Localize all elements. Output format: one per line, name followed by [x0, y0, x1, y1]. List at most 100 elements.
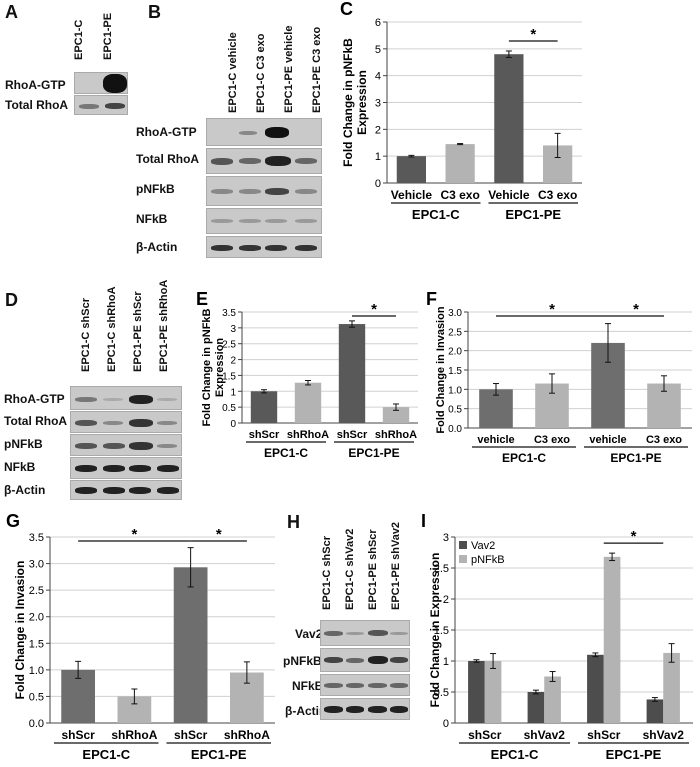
blot-d-strip-1	[70, 386, 182, 410]
blot-b-lane-4: EPC1-PE C3 exo	[311, 26, 323, 113]
category-label: vehicle	[477, 434, 514, 446]
y-tick-label: 2.5	[448, 327, 462, 338]
blot-h-strip-4	[320, 698, 410, 720]
blot-d-row-5: β-Actin	[4, 483, 46, 497]
significance-mark: *	[631, 528, 637, 545]
blot-b-row-1: RhoA-GTP	[136, 125, 197, 139]
legend-swatch-vav2	[459, 541, 467, 549]
y-tick-label: 1	[375, 151, 381, 163]
blot-h-row-1: Vav2	[295, 627, 323, 641]
blot-h-row-2: pNFkB	[283, 654, 322, 668]
y-tick-label: 0.5	[222, 403, 236, 414]
panel-label-e: E	[196, 290, 208, 309]
significance-mark: *	[371, 301, 377, 318]
y-tick-label: 1.5	[29, 638, 44, 650]
y-axis-label: Fold Change in Expression	[428, 553, 442, 708]
bar-vav2	[646, 699, 664, 723]
blot-h-lane-3: EPC1-PE shScr	[367, 529, 379, 610]
y-axis-label: Fold Change in Invasion	[13, 561, 27, 700]
blot-b-strip-4	[206, 208, 322, 234]
bar-vav2	[587, 654, 604, 723]
group-label: EPC1-C	[412, 207, 460, 222]
blot-d-row-3: pNFkB	[4, 437, 43, 451]
significance-mark: *	[633, 301, 639, 318]
panel-label-c: C	[340, 0, 353, 19]
y-tick-label: 0	[230, 419, 236, 430]
blot-a-lane-1: EPC1-C	[73, 19, 85, 60]
y-tick-label: 4	[375, 71, 381, 83]
category-label: C3 exo	[538, 188, 577, 202]
bar-pnfkb	[663, 652, 680, 723]
y-tick-label: 2.5	[434, 563, 449, 575]
panel-label-d: D	[5, 290, 18, 310]
blot-h-row-3: NFkB	[292, 679, 324, 693]
legend-label-pnfkb: pNFkB	[471, 554, 505, 566]
y-tick-label: 0.5	[448, 405, 462, 416]
panel-label-h: H	[287, 512, 300, 532]
blot-a-lane-2: EPC1-PE	[102, 12, 114, 60]
y-tick-label: 0	[375, 178, 381, 190]
category-label: C3 exo	[440, 188, 479, 202]
category-label: Vehicle	[488, 188, 530, 202]
category-label: C3 exo	[646, 434, 682, 446]
y-tick-label: 2.5	[29, 585, 44, 597]
category-label: vehicle	[589, 434, 626, 446]
blot-h-lane-1: EPC1-C shScr	[321, 536, 333, 610]
y-tick-label: 3	[443, 532, 449, 544]
y-tick-label: 2.0	[29, 612, 44, 624]
category-label: shScr	[468, 728, 502, 742]
bar-pnfkb	[484, 661, 502, 723]
group-label: EPC1-PE	[606, 747, 662, 762]
panel-label-f: F	[426, 290, 437, 309]
blot-h-row-4: β-Actin	[285, 704, 327, 718]
blot-b-lane-1: EPC1-C vehicle	[227, 32, 239, 113]
chart-g: G 0.0 0.5 1.0 1.5 2.0 2.5 3.0 3.5 Fold Change in …	[6, 512, 275, 762]
y-tick-label: 5	[375, 44, 381, 56]
blot-a-strip-2	[74, 95, 128, 115]
category-label: shScr	[337, 429, 368, 441]
blot-h-lane-4: EPC1-PE shVav2	[390, 521, 402, 610]
group-label: EPC1-PE	[610, 451, 661, 465]
bar	[294, 382, 322, 423]
group-label: EPC1-PE	[505, 207, 561, 222]
category-label: shRhoA	[111, 728, 157, 742]
bar-vav2	[468, 661, 485, 723]
blot-b-strip-5	[206, 236, 322, 258]
bar	[479, 389, 513, 428]
blot-h-strip-2	[320, 648, 410, 672]
bar	[396, 156, 426, 183]
significance-mark: *	[530, 26, 536, 43]
y-axis-label: Fold Change in Invasion	[435, 306, 447, 433]
y-tick-label: 1.5	[448, 366, 462, 377]
blot-d-strip-3	[70, 434, 182, 456]
blot-d-row-2: Total RhoA	[4, 414, 68, 428]
blot-d-lane-2: EPC1-C shRhoA	[106, 286, 118, 372]
category-label: shScr	[61, 728, 95, 742]
blot-h-strip-1	[320, 620, 410, 646]
bar	[338, 324, 366, 423]
bar-pnfkb	[544, 676, 561, 723]
blot-d-row-1: RhoA-GTP	[4, 392, 65, 406]
category-label: shRhoA	[224, 728, 270, 742]
bar-pnfkb	[603, 556, 621, 723]
y-tick-label: 1	[443, 656, 449, 668]
panel-label-b: B	[148, 2, 161, 22]
bar	[382, 407, 410, 423]
blot-d-lane-3: EPC1-PE shScr	[132, 291, 144, 372]
y-tick-label: 1.5	[434, 625, 449, 637]
y-tick-label: 2.5	[222, 340, 236, 351]
y-tick-label: 1.0	[448, 385, 462, 396]
y-tick-label: 2	[230, 356, 236, 367]
blot-b-strip-2	[206, 148, 322, 174]
panel-b-blot: EPC1-C vehicle EPC1-C C3 exo EPC1-PE veh…	[136, 0, 333, 262]
significance-mark: *	[549, 301, 555, 318]
bar	[494, 54, 524, 184]
blot-d-lane-4: EPC1-PE shRhoA	[158, 279, 170, 372]
blot-a-strip-1	[74, 72, 128, 94]
panel-d-blot: EPC1-C shScr EPC1-C shRhoA EPC1-PE shScr…	[0, 280, 190, 500]
y-tick-label: 2	[375, 124, 381, 136]
significance-mark: *	[131, 526, 137, 543]
significance-mark: *	[216, 526, 222, 543]
group-label: EPC1-C	[82, 747, 130, 762]
